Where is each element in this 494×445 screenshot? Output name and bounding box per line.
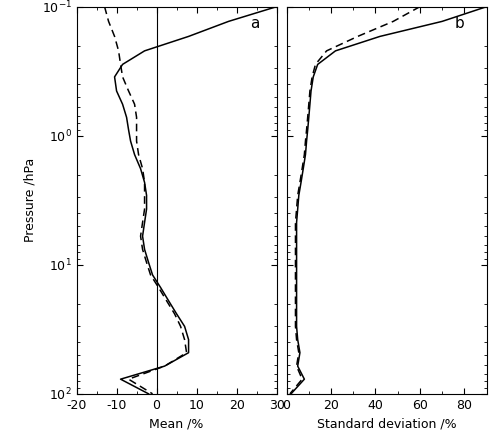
Y-axis label: Pressure /hPa: Pressure /hPa (23, 158, 36, 243)
Text: b: b (454, 16, 464, 31)
X-axis label: Mean /%: Mean /% (149, 417, 204, 430)
Text: a: a (250, 16, 260, 31)
X-axis label: Standard deviation /%: Standard deviation /% (317, 417, 456, 430)
